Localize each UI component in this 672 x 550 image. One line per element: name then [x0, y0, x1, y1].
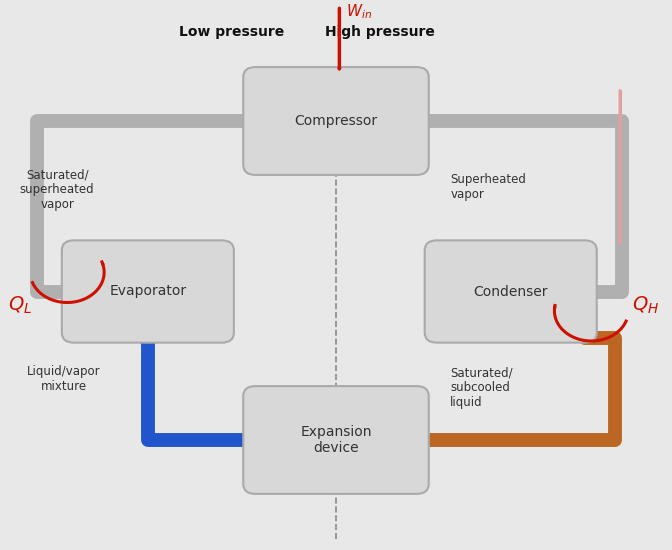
Text: High pressure: High pressure: [325, 25, 435, 39]
FancyBboxPatch shape: [425, 240, 597, 343]
FancyBboxPatch shape: [243, 386, 429, 494]
Text: Saturated/
subcooled
liquid: Saturated/ subcooled liquid: [450, 366, 513, 409]
Text: Superheated
vapor: Superheated vapor: [450, 173, 526, 201]
Text: Saturated/
superheated
vapor: Saturated/ superheated vapor: [19, 168, 95, 211]
Text: Condenser: Condenser: [474, 284, 548, 299]
Text: $Q_L$: $Q_L$: [8, 295, 32, 316]
Text: Evaporator: Evaporator: [110, 284, 186, 299]
Text: Low pressure: Low pressure: [179, 25, 284, 39]
Text: Compressor: Compressor: [294, 114, 378, 128]
Text: $W_{in}$: $W_{in}$: [346, 3, 372, 21]
Text: Expansion
device: Expansion device: [300, 425, 372, 455]
FancyBboxPatch shape: [62, 240, 234, 343]
FancyBboxPatch shape: [243, 67, 429, 175]
Text: Liquid/vapor
mixture: Liquid/vapor mixture: [27, 366, 101, 393]
Text: $Q_H$: $Q_H$: [632, 295, 659, 316]
